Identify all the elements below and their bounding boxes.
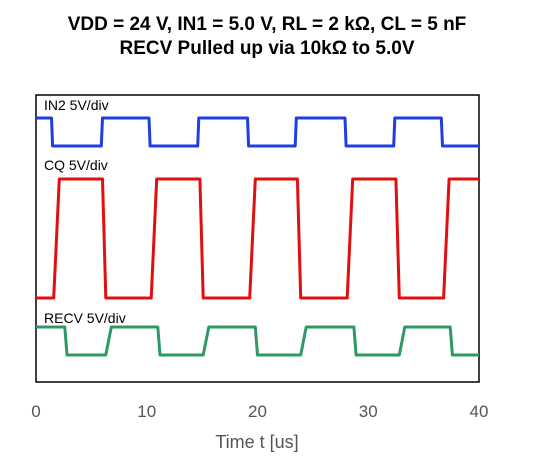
series-line-1 bbox=[36, 116, 479, 148]
chart-subtitle: RECV Pulled up via 10kΩ to 5.0V bbox=[119, 38, 415, 59]
x-tick-label: 10 bbox=[137, 402, 156, 421]
series-line-3 bbox=[36, 325, 479, 357]
series-label-2: CQ 5V/div bbox=[44, 157, 108, 173]
series-label-1: IN2 5V/div bbox=[44, 97, 109, 113]
series-label-3: RECV 5V/div bbox=[44, 310, 126, 326]
plot-frame bbox=[35, 94, 480, 383]
chart-title: VDD = 24 V, IN1 = 5.0 V, RL = 2 kΩ, CL =… bbox=[67, 14, 467, 35]
x-tick-label: 40 bbox=[470, 402, 489, 421]
x-tick-label: 20 bbox=[248, 402, 267, 421]
series-layer: IN2 5V/div CQ 5V/div RECV 5V/div bbox=[36, 97, 479, 357]
x-tick-layer: 0 10 20 30 40 bbox=[31, 402, 488, 421]
x-tick-label: 30 bbox=[359, 402, 378, 421]
x-axis-label: Time t [us] bbox=[215, 432, 298, 452]
series-line-2 bbox=[36, 177, 479, 300]
x-tick-label: 0 bbox=[31, 402, 40, 421]
